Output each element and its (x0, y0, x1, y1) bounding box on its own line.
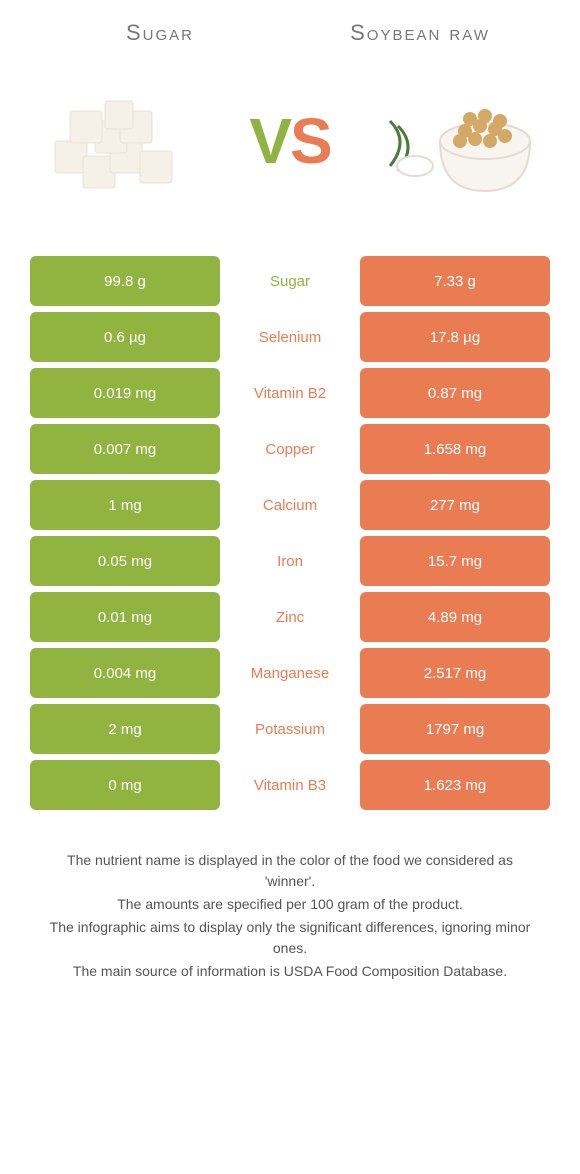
left-food-title-col: Sugar (30, 20, 290, 46)
right-value-cell: 0.87 mg (360, 368, 550, 418)
nutrient-label: Potassium (220, 704, 360, 754)
nutrient-label: Calcium (220, 480, 360, 530)
table-row: 1 mgCalcium277 mg (30, 480, 550, 530)
nutrient-label: Zinc (220, 592, 360, 642)
footnotes: The nutrient name is displayed in the co… (30, 850, 550, 982)
nutrient-label: Copper (220, 424, 360, 474)
header-titles: Sugar Soybean raw (30, 20, 550, 46)
left-value-cell: 0.05 mg (30, 536, 220, 586)
right-value-cell: 17.8 µg (360, 312, 550, 362)
left-value-cell: 2 mg (30, 704, 220, 754)
comparison-table: 99.8 gSugar7.33 g0.6 µgSelenium17.8 µg0.… (30, 256, 550, 810)
table-row: 99.8 gSugar7.33 g (30, 256, 550, 306)
right-value-cell: 1797 mg (360, 704, 550, 754)
right-value-cell: 277 mg (360, 480, 550, 530)
footnote-line: The infographic aims to display only the… (40, 917, 540, 959)
table-row: 0.05 mgIron15.7 mg (30, 536, 550, 586)
soybean-bowl-icon (380, 71, 550, 211)
left-value-cell: 1 mg (30, 480, 220, 530)
left-food-image (30, 56, 200, 226)
right-value-cell: 1.623 mg (360, 760, 550, 810)
table-row: 0.004 mgManganese2.517 mg (30, 648, 550, 698)
vs-badge: VS (249, 104, 330, 178)
nutrient-label: Sugar (220, 256, 360, 306)
footnote-line: The amounts are specified per 100 gram o… (40, 894, 540, 915)
left-food-title: Sugar (30, 20, 290, 46)
table-row: 2 mgPotassium1797 mg (30, 704, 550, 754)
vs-s-letter: S (290, 104, 331, 178)
right-food-image (380, 56, 550, 226)
table-row: 0.019 mgVitamin B20.87 mg (30, 368, 550, 418)
table-row: 0.01 mgZinc4.89 mg (30, 592, 550, 642)
left-value-cell: 0.004 mg (30, 648, 220, 698)
nutrient-label: Manganese (220, 648, 360, 698)
nutrient-label: Vitamin B3 (220, 760, 360, 810)
right-food-title-col: Soybean raw (290, 20, 550, 46)
right-value-cell: 2.517 mg (360, 648, 550, 698)
nutrient-label: Iron (220, 536, 360, 586)
sugar-cubes-icon (35, 71, 195, 211)
nutrient-label: Selenium (220, 312, 360, 362)
vs-v-letter: V (249, 104, 290, 178)
right-value-cell: 15.7 mg (360, 536, 550, 586)
right-food-title: Soybean raw (290, 20, 550, 46)
left-value-cell: 0.6 µg (30, 312, 220, 362)
table-row: 0.6 µgSelenium17.8 µg (30, 312, 550, 362)
table-row: 0 mgVitamin B31.623 mg (30, 760, 550, 810)
table-row: 0.007 mgCopper1.658 mg (30, 424, 550, 474)
images-row: VS (30, 56, 550, 226)
footnote-line: The nutrient name is displayed in the co… (40, 850, 540, 892)
left-value-cell: 0 mg (30, 760, 220, 810)
footnote-line: The main source of information is USDA F… (40, 961, 540, 982)
left-value-cell: 0.019 mg (30, 368, 220, 418)
left-value-cell: 0.01 mg (30, 592, 220, 642)
right-value-cell: 4.89 mg (360, 592, 550, 642)
right-value-cell: 7.33 g (360, 256, 550, 306)
right-value-cell: 1.658 mg (360, 424, 550, 474)
nutrient-label: Vitamin B2 (220, 368, 360, 418)
left-value-cell: 0.007 mg (30, 424, 220, 474)
left-value-cell: 99.8 g (30, 256, 220, 306)
